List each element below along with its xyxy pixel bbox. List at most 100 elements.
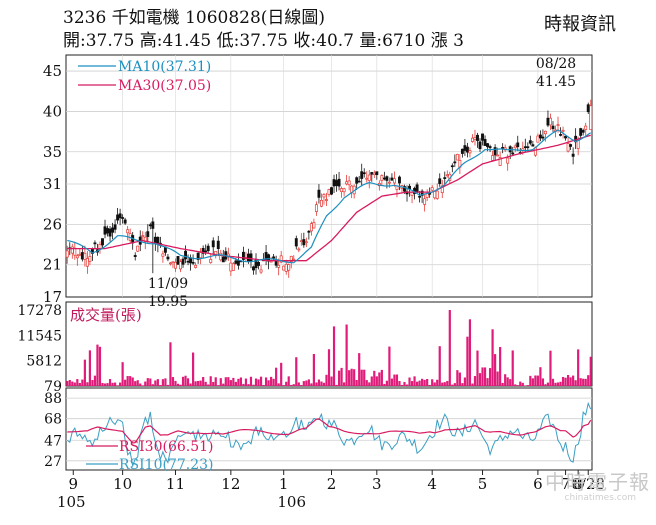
volume-bar bbox=[171, 377, 175, 386]
candle-body bbox=[410, 191, 414, 196]
volume-bar bbox=[574, 380, 577, 386]
volume-bar bbox=[561, 376, 565, 386]
volume-bar bbox=[131, 377, 134, 386]
volume-bar bbox=[536, 375, 539, 386]
volume-bar bbox=[541, 378, 545, 386]
volume-bar bbox=[244, 378, 248, 386]
volume-bar bbox=[81, 379, 84, 386]
volume-bar bbox=[212, 381, 215, 386]
candle-body bbox=[302, 239, 306, 246]
volume-bar bbox=[232, 377, 235, 386]
candle-body bbox=[398, 176, 401, 184]
candle-body bbox=[151, 221, 155, 229]
candle-body bbox=[380, 175, 384, 181]
candle-body bbox=[284, 263, 288, 272]
candle-body bbox=[559, 134, 562, 136]
candle-body bbox=[166, 256, 170, 260]
candle-body bbox=[78, 253, 82, 256]
candle-body bbox=[257, 262, 260, 266]
candle-body bbox=[481, 133, 484, 141]
volume-bar bbox=[456, 370, 459, 386]
volume-bar bbox=[88, 350, 92, 386]
volume-bar bbox=[96, 344, 99, 386]
x-tick-label: 1 bbox=[279, 475, 289, 493]
ma10-legend-label: MA10(37.31) bbox=[118, 59, 211, 75]
volume-bar bbox=[73, 382, 76, 386]
candle-body bbox=[365, 177, 369, 180]
x-tick-label: 7 bbox=[561, 475, 571, 493]
candle-body bbox=[179, 261, 182, 270]
candle-body bbox=[420, 190, 424, 196]
x-tick-label: 4 bbox=[427, 475, 437, 493]
volume-bar bbox=[209, 376, 212, 386]
volume-bar bbox=[207, 384, 210, 386]
volume-bar bbox=[83, 359, 86, 386]
volume-bar bbox=[214, 377, 217, 386]
x-tick-label: 12 bbox=[221, 475, 240, 493]
volume-bar bbox=[526, 385, 529, 386]
candle-body bbox=[516, 142, 520, 148]
candle-body bbox=[93, 242, 97, 245]
candle-body bbox=[513, 145, 517, 149]
volume-bar bbox=[159, 385, 162, 386]
volume-bar bbox=[242, 383, 245, 386]
candle-body bbox=[345, 181, 349, 185]
volume-bar bbox=[282, 385, 285, 386]
candle-body bbox=[191, 261, 195, 264]
x-tick-label: 10 bbox=[113, 475, 132, 493]
volume-bar bbox=[219, 378, 222, 386]
x-tick-label: 6 bbox=[533, 475, 543, 493]
volume-bar bbox=[569, 377, 572, 386]
price-panel-frame bbox=[65, 54, 593, 298]
volume-bar bbox=[186, 378, 190, 386]
volume-bar bbox=[438, 346, 441, 386]
rsi30-line bbox=[67, 418, 592, 444]
volume-bar bbox=[403, 381, 406, 386]
volume-bar bbox=[448, 310, 451, 386]
candle-body bbox=[146, 231, 150, 237]
candle-body bbox=[108, 228, 112, 237]
volume-bar bbox=[229, 380, 232, 386]
candle-body bbox=[219, 252, 223, 261]
volume-bar bbox=[496, 371, 499, 386]
volume-y-tick: 11545 bbox=[17, 328, 62, 344]
volume-bar bbox=[78, 382, 81, 386]
volume-y-tick: 5812 bbox=[26, 354, 62, 370]
x-tick-label: 9 bbox=[68, 475, 78, 493]
volume-bar bbox=[111, 382, 114, 386]
volume-bar bbox=[488, 368, 492, 386]
volume-bar bbox=[249, 376, 253, 386]
candle-body bbox=[360, 171, 364, 179]
volume-label: 成交量(張) bbox=[70, 306, 142, 324]
volume-bar bbox=[295, 357, 298, 386]
candle-body bbox=[229, 262, 233, 272]
volume-bar bbox=[375, 376, 378, 386]
candle-body bbox=[468, 150, 472, 154]
volume-bar bbox=[335, 384, 338, 386]
candle-body bbox=[561, 129, 565, 132]
volume-bar bbox=[380, 369, 383, 386]
candle-body bbox=[186, 260, 190, 263]
volume-bar bbox=[566, 374, 570, 386]
candle-body bbox=[309, 223, 313, 232]
candle-body bbox=[526, 146, 530, 149]
candle-body bbox=[292, 258, 296, 261]
candle-body bbox=[460, 148, 464, 154]
high-value-annotation: 41.45 bbox=[536, 74, 576, 90]
volume-bar bbox=[390, 378, 394, 386]
candle-body bbox=[171, 261, 175, 264]
volume-bar bbox=[217, 385, 220, 386]
candle-body bbox=[65, 250, 69, 258]
volume-bar bbox=[453, 383, 456, 386]
candle-body bbox=[392, 178, 396, 184]
high-date-annotation: 08/28 bbox=[536, 56, 576, 72]
candle-body bbox=[342, 188, 346, 193]
candle-body bbox=[511, 152, 515, 155]
volume-bar bbox=[461, 383, 464, 386]
ma30-line bbox=[67, 134, 591, 262]
rsi-panel-frame bbox=[65, 387, 593, 471]
volume-bar bbox=[554, 382, 557, 386]
volume-bar bbox=[317, 379, 321, 386]
volume-bar bbox=[436, 379, 439, 386]
candle-body bbox=[111, 227, 115, 233]
